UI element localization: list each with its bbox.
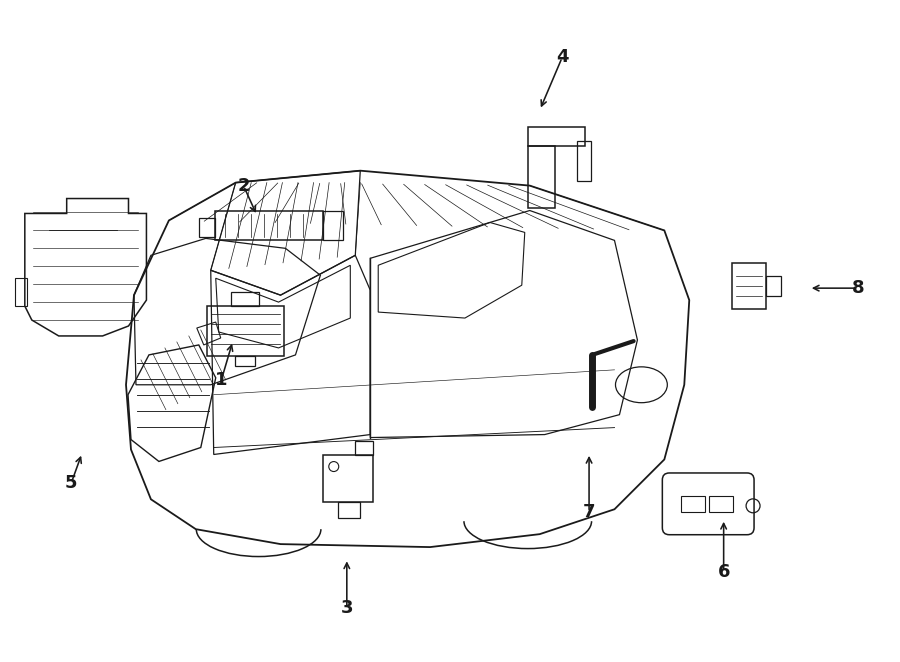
Bar [527,126,585,146]
Text: 2: 2 [238,177,250,195]
Bar [14,278,27,306]
Text: 1: 1 [215,371,228,389]
Bar [578,142,591,181]
Bar [709,496,734,512]
Bar [355,441,373,455]
Text: 7: 7 [583,503,595,521]
Text: 6: 6 [717,563,730,581]
Bar [323,455,373,502]
Bar [322,211,343,240]
Bar [231,292,259,306]
Bar [215,211,322,240]
Text: 8: 8 [852,279,865,297]
Text: 5: 5 [65,473,77,492]
Bar [527,146,555,208]
Bar [732,263,766,309]
Bar [236,356,256,366]
Text: 3: 3 [340,599,353,617]
Bar [681,496,706,512]
Bar [338,502,360,518]
Bar [199,218,215,238]
Bar [207,306,284,356]
Bar [766,276,781,296]
Text: 4: 4 [556,48,569,66]
